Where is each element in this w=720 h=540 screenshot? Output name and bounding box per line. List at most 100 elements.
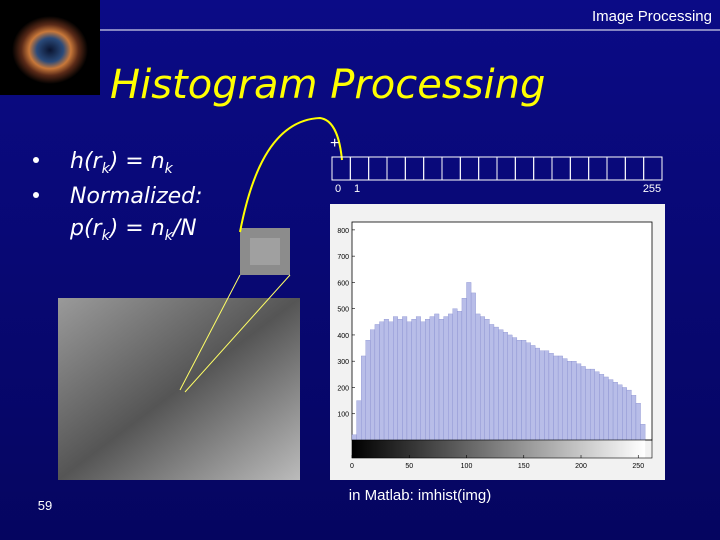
y-tick-label: 400 <box>337 333 349 340</box>
bar <box>434 313 440 441</box>
x-tick-label: 150 <box>518 463 530 470</box>
bullet-text: h(rk) = nk <box>70 149 174 177</box>
text-run: /N <box>171 216 197 241</box>
bar <box>562 358 568 441</box>
y-tick-label: 300 <box>337 359 349 366</box>
subscript: k <box>102 228 111 244</box>
bar <box>512 337 518 441</box>
bullet-dot <box>33 157 39 163</box>
page-number: 59 <box>38 498 52 513</box>
bar <box>571 361 577 441</box>
bar <box>393 316 398 441</box>
bar <box>461 298 467 441</box>
bar <box>388 321 394 441</box>
bar <box>429 316 435 441</box>
bar <box>438 319 444 441</box>
bar <box>603 376 609 441</box>
bar <box>443 316 449 441</box>
bar <box>525 342 531 441</box>
nebula <box>12 16 88 84</box>
bar <box>585 368 591 441</box>
bar <box>365 340 371 441</box>
y-tick-label: 500 <box>337 307 349 314</box>
bar <box>539 350 545 441</box>
bar <box>498 329 504 441</box>
bar <box>502 332 508 441</box>
bar <box>415 316 421 441</box>
grid-label: 0 <box>335 183 341 195</box>
bar <box>383 319 389 441</box>
bar <box>484 319 490 441</box>
bullet-dot <box>33 192 39 198</box>
zoom-line <box>179 274 241 391</box>
photo <box>58 298 300 480</box>
bar <box>397 319 403 441</box>
y-tick-label: 600 <box>337 280 349 287</box>
bar <box>612 382 618 441</box>
header-title: Image Processing <box>592 8 712 25</box>
bar <box>406 321 412 441</box>
bar <box>557 355 563 441</box>
bar <box>493 326 499 441</box>
bar <box>608 379 614 441</box>
bar <box>402 316 408 441</box>
bar <box>356 400 362 441</box>
gray-ramp <box>352 440 646 458</box>
bar <box>379 321 385 441</box>
grid-label: 1 <box>354 183 360 195</box>
x-tick-label: 250 <box>632 463 644 470</box>
plus-marker: + <box>330 135 339 152</box>
bar <box>530 345 536 441</box>
bar <box>507 334 513 441</box>
arrow <box>239 116 343 233</box>
bullet-text: Normalized: <box>70 184 203 209</box>
y-tick-label: 100 <box>337 412 349 419</box>
bar <box>640 424 646 441</box>
grid-cell <box>643 156 663 181</box>
bar <box>480 316 485 441</box>
bar <box>599 374 605 441</box>
bar <box>590 368 595 441</box>
pixel-grid <box>331 156 663 181</box>
pixel-patch-inner <box>250 238 280 265</box>
bar <box>351 434 357 441</box>
x-tick-label: 100 <box>461 463 473 470</box>
bar <box>521 340 527 441</box>
bar <box>622 387 627 441</box>
bar <box>631 395 637 441</box>
bullet-text: p(rk) = nk/N <box>69 216 197 244</box>
bar <box>580 366 586 441</box>
bar <box>635 403 641 441</box>
bar <box>425 319 431 441</box>
bar <box>548 353 554 441</box>
bar <box>576 363 582 441</box>
subscript: k <box>102 161 111 177</box>
x-tick-label: 200 <box>575 463 587 470</box>
caption: in Matlab: imhist(img) <box>349 487 492 504</box>
bar <box>452 308 458 441</box>
bar <box>594 371 600 441</box>
bar <box>489 324 495 441</box>
y-tick-label: 800 <box>337 228 349 235</box>
bar <box>457 311 463 441</box>
zoom-line <box>184 274 291 393</box>
bar <box>374 324 380 441</box>
text-run: ) = n <box>108 216 165 241</box>
x-tick-label: 50 <box>405 463 413 470</box>
histogram: 100 200 300 400 500 600 700 800 0 50 100 150 200 250 <box>337 221 653 470</box>
bar <box>448 313 453 441</box>
text-run: p(r <box>69 216 104 241</box>
x-tick-label: 0 <box>350 463 354 470</box>
y-tick-label: 200 <box>337 385 349 392</box>
subscript: k <box>165 228 174 244</box>
subscript: k <box>165 161 174 177</box>
grid-label: 255 <box>643 183 661 195</box>
bar <box>466 282 472 441</box>
bar <box>544 350 550 441</box>
bar <box>567 361 572 441</box>
bar <box>475 313 481 441</box>
text-run: ) = n <box>108 149 165 174</box>
bar <box>361 355 366 441</box>
